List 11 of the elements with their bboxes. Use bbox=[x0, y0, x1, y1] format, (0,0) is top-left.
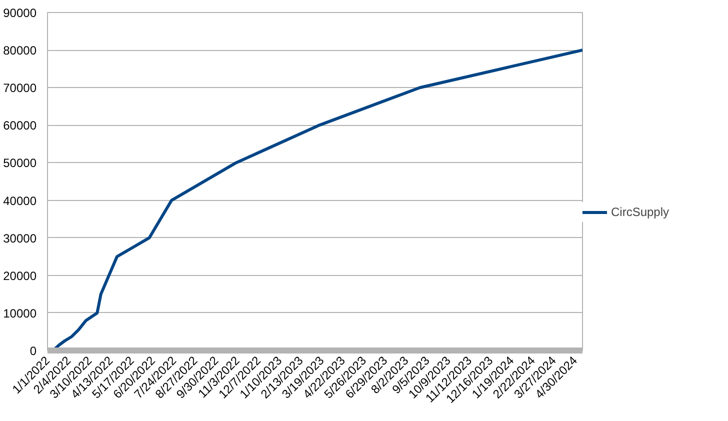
y-tick-label: 70000 bbox=[3, 81, 37, 96]
y-tick-label: 50000 bbox=[3, 156, 37, 170]
y-tick-label: 90000 bbox=[3, 6, 37, 20]
y-tick-label: 0 bbox=[30, 344, 37, 358]
legend-label: CircSupply bbox=[611, 205, 670, 219]
y-tick-label: 30000 bbox=[3, 231, 37, 246]
y-tick-label: 40000 bbox=[3, 194, 37, 208]
y-tick-label: 60000 bbox=[3, 118, 37, 133]
y-tick-label: 20000 bbox=[3, 268, 37, 283]
y-tick-label: 80000 bbox=[3, 44, 37, 58]
y-tick-label: 10000 bbox=[3, 306, 37, 320]
